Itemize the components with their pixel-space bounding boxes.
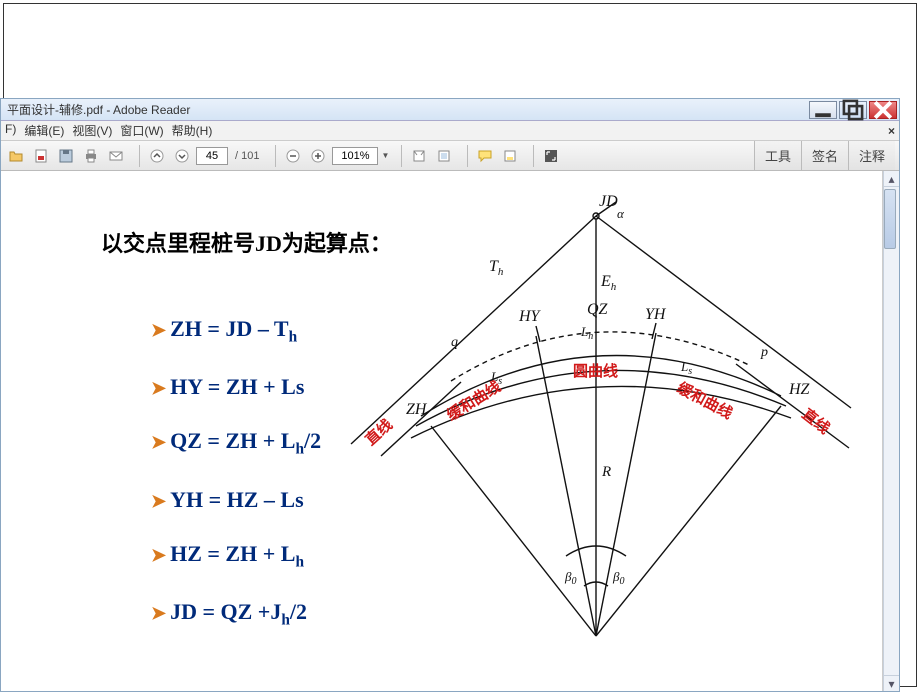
vertical-scrollbar[interactable]: ▴ ▾ (883, 171, 899, 691)
formula-qz: ➤QZ = ZH + Lh/2 (151, 428, 321, 458)
label-beta0-r: β0 (612, 569, 624, 587)
formula-yh: ➤YH = HZ – Ls (151, 487, 321, 513)
tab-sign[interactable]: 签名 (801, 141, 848, 170)
tab-annotate[interactable]: 注释 (848, 141, 895, 170)
curve-diagram: JD α Th Eh QZ HY YH ZH HZ q p Lh Ls Ls R… (341, 186, 883, 666)
save-icon[interactable] (55, 145, 77, 167)
content-area: 以交点里程桩号JD为起算点： ➤ZH = JD – Th ➤HY = ZH + … (1, 171, 899, 691)
tool2-icon[interactable] (433, 145, 455, 167)
label-transition-l: 缓和曲线 (444, 377, 504, 424)
minimize-button[interactable] (809, 101, 837, 119)
close-button[interactable] (869, 101, 897, 119)
menubar: F) 编辑(E) 视图(V) 窗口(W) 帮助(H) × (1, 121, 899, 141)
zoom-dropdown-icon[interactable]: ▼ (381, 151, 389, 160)
formula-hz: ➤HZ = ZH + Lh (151, 541, 321, 571)
page-down-button[interactable] (171, 145, 193, 167)
label-jd: JD (599, 193, 618, 210)
label-lh-top: Lh (580, 324, 593, 342)
comment-icon[interactable] (474, 145, 496, 167)
label-qz: QZ (587, 301, 609, 318)
adobe-reader-window: 平面设计-辅修.pdf - Adobe Reader F) 编辑(E) 视图(V… (0, 98, 900, 692)
scroll-thumb[interactable] (884, 189, 896, 249)
menu-edit[interactable]: 编辑(E) (24, 122, 64, 139)
label-p: p (760, 345, 768, 360)
print-icon[interactable] (80, 145, 102, 167)
window-title: 平面设计-辅修.pdf - Adobe Reader (7, 101, 190, 118)
page-number-input[interactable] (196, 147, 228, 165)
label-hz: HZ (788, 381, 811, 398)
page-up-button[interactable] (146, 145, 168, 167)
fullscreen-icon[interactable] (540, 145, 562, 167)
formula-hy: ➤HY = ZH + Ls (151, 374, 321, 400)
menu-view[interactable]: 视图(V) (72, 122, 112, 139)
scroll-track[interactable] (884, 187, 899, 675)
label-q: q (451, 335, 458, 350)
label-r: R (601, 464, 611, 480)
scroll-up-icon[interactable]: ▴ (884, 171, 899, 187)
label-zh: ZH (406, 401, 428, 418)
label-yh: YH (645, 306, 667, 323)
menu-help[interactable]: 帮助(H) (172, 122, 213, 139)
document-viewport[interactable]: 以交点里程桩号JD为起算点： ➤ZH = JD – Th ➤HY = ZH + … (1, 171, 883, 691)
doc-close-button[interactable]: × (888, 124, 895, 138)
label-hy: HY (518, 308, 542, 325)
label-circular: 圆曲线 (573, 362, 618, 380)
zoom-input[interactable] (332, 147, 378, 165)
scroll-down-icon[interactable]: ▾ (884, 675, 899, 691)
window-controls (809, 101, 897, 119)
toolbar: / 101 ▼ 工具 签名 注释 (1, 141, 899, 171)
formula-jd: ➤JD = QZ +Jh/2 (151, 599, 321, 629)
highlight-icon[interactable] (499, 145, 521, 167)
formula-list: ➤ZH = JD – Th ➤HY = ZH + Ls ➤QZ = ZH + L… (151, 316, 321, 630)
titlebar: 平面设计-辅修.pdf - Adobe Reader (1, 99, 899, 121)
page-total-label: / 101 (235, 150, 259, 162)
label-ls-right: Ls (680, 359, 692, 377)
label-beta0-l: β0 (564, 569, 576, 587)
menu-window[interactable]: 窗口(W) (120, 122, 163, 139)
export-pdf-icon[interactable] (30, 145, 52, 167)
maximize-button[interactable] (839, 101, 867, 119)
email-icon[interactable] (105, 145, 127, 167)
tool1-icon[interactable] (408, 145, 430, 167)
menu-file[interactable]: F) (5, 122, 16, 139)
tab-tools[interactable]: 工具 (754, 141, 801, 170)
label-alpha: α (617, 206, 625, 221)
zoom-out-button[interactable] (282, 145, 304, 167)
formula-zh: ➤ZH = JD – Th (151, 316, 321, 346)
open-icon[interactable] (5, 145, 27, 167)
zoom-in-button[interactable] (307, 145, 329, 167)
label-th: Th (489, 258, 504, 278)
right-panel-tabs: 工具 签名 注释 (754, 141, 895, 170)
label-eh: Eh (600, 273, 617, 293)
label-straight-l: 直线 (362, 416, 396, 449)
